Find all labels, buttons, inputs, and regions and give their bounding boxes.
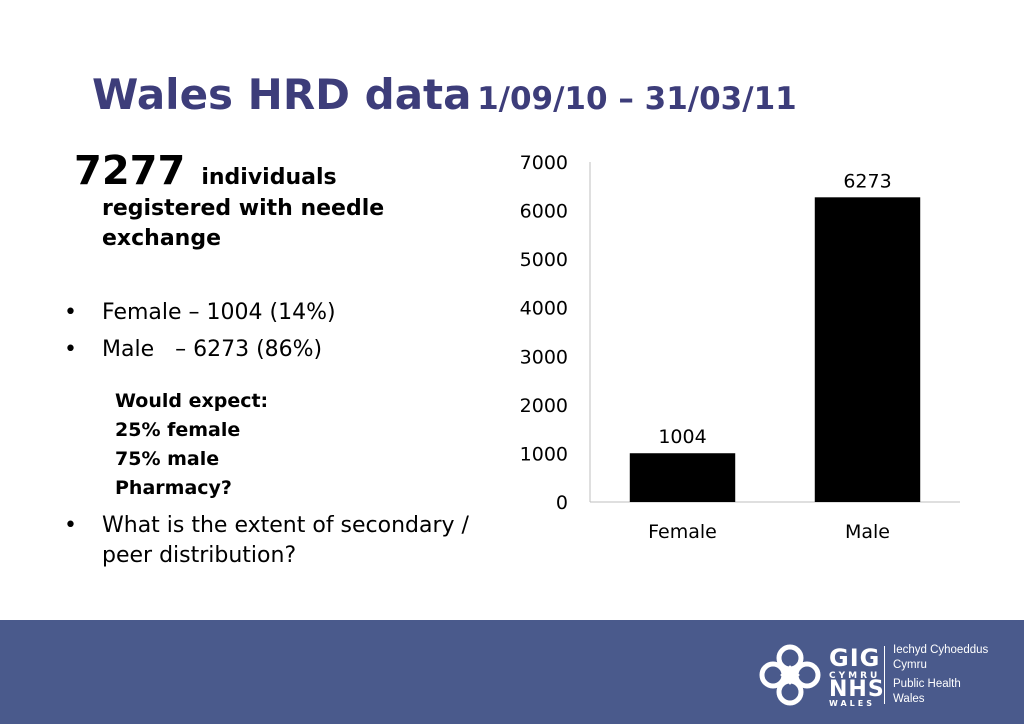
y-tick-label: 5000 [520, 249, 568, 271]
bullet-female: • Female – 1004 (14%) [60, 298, 490, 328]
y-tick-label: 6000 [520, 201, 568, 223]
slide-title: Wales HRD data 1/09/10 – 31/03/11 [92, 70, 797, 119]
expect-line: Pharmacy? [115, 477, 232, 499]
x-tick-label: Male [845, 521, 890, 543]
title-dates: 1/09/10 – 31/03/11 [477, 81, 797, 117]
logo-nhs: NHS [829, 677, 885, 702]
expectation-block: Would expect: 25% female 75% male Pharma… [115, 387, 490, 503]
logo-line: Cymru [893, 659, 927, 671]
bullet-list-2: • What is the extent of secondary / peer… [60, 511, 490, 571]
text-panel: 7277 individuals registered with needle … [60, 148, 490, 571]
y-tick-label: 2000 [520, 395, 568, 417]
celtic-knot-icon [759, 644, 821, 706]
y-tick-label: 3000 [520, 346, 568, 368]
bullet-marker: • [64, 300, 77, 325]
bullet-marker: • [64, 513, 77, 538]
footer-band [0, 620, 1024, 724]
x-tick-label: Female [648, 521, 717, 543]
bullet-male: • Male – 6273 (86%) [60, 335, 490, 365]
headline-label: individuals [201, 165, 337, 190]
y-tick-label: 0 [556, 492, 568, 514]
headline-number: 7277 [74, 148, 186, 194]
bullet-text: Female – 1004 (14%) [102, 300, 336, 325]
expect-line: 75% male [115, 448, 220, 470]
bullet-distribution: • What is the extent of secondary / peer… [60, 511, 490, 571]
title-main: Wales HRD data [92, 70, 472, 119]
headline: 7277 individuals [60, 148, 490, 194]
logo-line: Wales [893, 693, 925, 705]
headline-rest: registered with needle exchange [102, 196, 385, 251]
bullet-text: Male – 6273 (86%) [102, 337, 323, 362]
nhs-wales-logo: GIG CYMRU NHS WALES Iechyd Cyhoeddus Cym… [757, 642, 997, 708]
chart-svg: 0 1000 2000 3000 4000 5000 6000 7000 1004 Female 6… [520, 152, 960, 543]
y-tick-label: 4000 [520, 298, 568, 320]
y-tick-label: 7000 [520, 152, 568, 174]
bullet-list: • Female – 1004 (14%) • Male – 6273 (86%… [60, 298, 490, 365]
expect-line: 25% female [115, 419, 241, 441]
logo-line: Iechyd Cyhoeddus [893, 644, 989, 656]
data-label: 6273 [843, 170, 891, 192]
bar-male [814, 197, 921, 502]
expect-line: Would expect: [115, 390, 269, 412]
logo-gig: GIG [829, 644, 881, 672]
y-tick-label: 1000 [520, 443, 568, 465]
bar-chart: 0 1000 2000 3000 4000 5000 6000 7000 1004 Female 6… [500, 148, 970, 562]
logo-divider [884, 646, 885, 704]
data-label: 1004 [658, 426, 706, 448]
logo-cymru: CYMRU [829, 671, 881, 681]
bar-female [629, 453, 736, 502]
logo-line: Public Health [893, 678, 961, 690]
bullet-text: What is the extent of secondary / peer d… [102, 513, 469, 568]
logo-wales: WALES [829, 699, 875, 708]
bullet-marker: • [64, 337, 77, 362]
